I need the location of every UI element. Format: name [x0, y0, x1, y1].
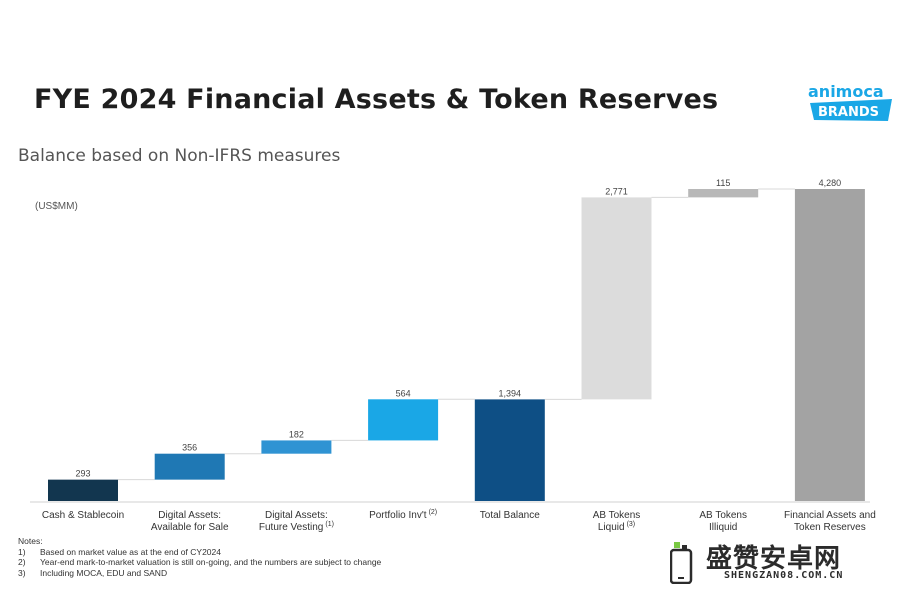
- note-item: 2) Year-end mark-to-market valuation is s…: [18, 557, 381, 568]
- category-label: Cash & Stablecoin: [42, 510, 124, 521]
- bar-4: [368, 399, 439, 441]
- chart-title: FYE 2024 Financial Assets & Token Reserv…: [34, 84, 719, 115]
- value-label: 293: [75, 469, 90, 479]
- note-number: 1): [18, 546, 26, 557]
- note-item: 3) Including MOCA, EDU and SAND: [18, 568, 381, 579]
- note-number: 2): [18, 557, 26, 567]
- category-label: Liquid (3): [598, 521, 635, 533]
- footnote-marker: (2): [429, 509, 438, 516]
- value-labels-group: 293 356 182 564 1,394 2,771 115 4,280: [75, 178, 841, 479]
- value-label: 1,394: [499, 388, 522, 398]
- bar-6: [581, 197, 652, 400]
- brand-logo: animoca BRANDS: [806, 76, 896, 126]
- category-label: Token Reserves: [794, 522, 866, 533]
- value-label: 356: [182, 443, 197, 453]
- category-label: Available for Sale: [151, 522, 229, 533]
- category-label: AB Tokens: [699, 510, 747, 521]
- watermark-text: 盛赞安卓网: [706, 544, 842, 574]
- value-label: 2,771: [605, 186, 628, 196]
- note-text: Including MOCA, EDU and SAND: [40, 567, 168, 578]
- brand-logo-graphic: animoca BRANDS: [808, 82, 892, 121]
- category-label: Illiquid: [709, 522, 737, 533]
- site-watermark: 盛赞安卓网 SHENGZAN08.COM.CN: [660, 536, 900, 588]
- bar-1: [48, 479, 118, 501]
- footnote-marker: (3): [627, 521, 636, 528]
- category-label: Digital Assets:: [158, 510, 221, 521]
- category-label: Portfolio Inv't (2): [369, 509, 437, 521]
- note-item: 1) Based on market value as at the end of…: [18, 547, 381, 558]
- notes-header: Notes:: [18, 536, 43, 546]
- note-text: Year-end mark-to-market valuation is sti…: [40, 557, 382, 567]
- phone-icon: [670, 542, 693, 584]
- value-label: 115: [716, 178, 730, 188]
- logo-line-2: BRANDS: [818, 105, 879, 120]
- bar-7: [688, 189, 759, 198]
- bar-8: [794, 189, 865, 501]
- category-label: Digital Assets:: [265, 510, 328, 521]
- connector-lines: [118, 188, 795, 481]
- bar-3: [261, 440, 332, 454]
- bar-5: [474, 399, 545, 501]
- category-labels-group: Cash & Stablecoin Digital Assets:Availabl…: [42, 509, 876, 533]
- chart-subtitle: Balance based on Non-IFRS measures: [18, 146, 341, 166]
- category-label: Total Balance: [480, 510, 540, 521]
- logo-line-1: animoca: [808, 82, 884, 101]
- category-label: Future Vesting (1): [259, 521, 334, 533]
- note-number: 3): [18, 567, 26, 578]
- bars-group: [48, 189, 865, 501]
- value-label: 564: [396, 388, 411, 398]
- category-label: Financial Assets and: [784, 510, 876, 521]
- unit-label: (US$MM): [35, 201, 78, 212]
- watermark-subtext: SHENGZAN08.COM.CN: [724, 570, 844, 581]
- footnote-marker: (1): [325, 521, 334, 528]
- bar-2: [154, 453, 225, 480]
- note-text: Based on market value as at the end of C…: [40, 546, 221, 557]
- notes: Notes: 1) Based on market value as at the…: [18, 536, 381, 578]
- category-label: AB Tokens: [593, 510, 641, 521]
- value-label: 4,280: [819, 178, 842, 188]
- value-label: 182: [289, 429, 304, 439]
